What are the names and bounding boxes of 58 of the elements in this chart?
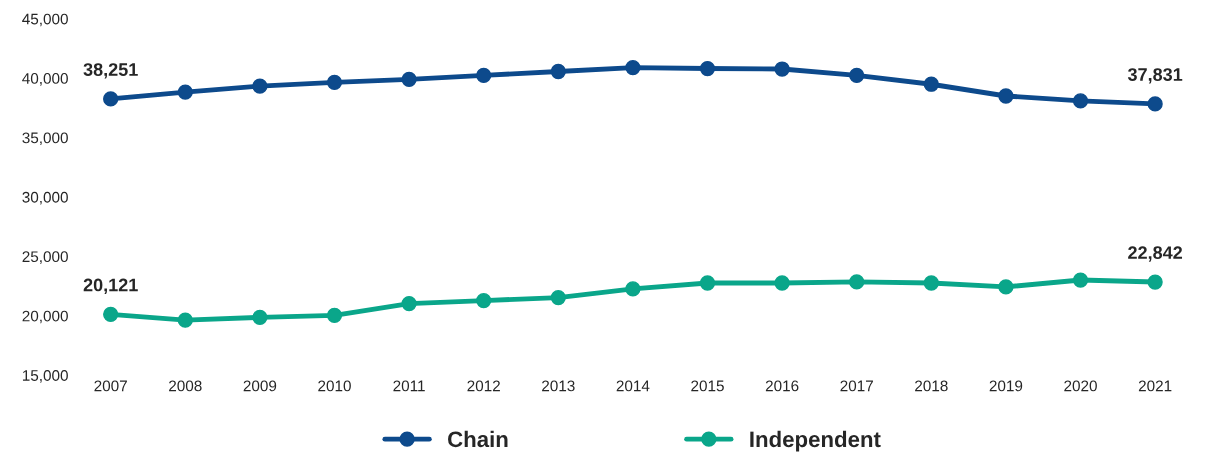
point: [550, 63, 566, 80]
data-label: 37,831: [1127, 68, 1183, 84]
point: [252, 78, 268, 94]
x-tick-label: 2012: [467, 380, 500, 392]
point: [774, 61, 790, 77]
point: [103, 91, 119, 107]
point: [252, 309, 268, 325]
y-tick-label: 25,000: [22, 251, 68, 264]
point: [476, 292, 492, 309]
point: [849, 274, 865, 290]
point: [699, 275, 716, 291]
point: [177, 84, 193, 100]
point: [326, 74, 343, 90]
point: [923, 275, 939, 291]
legend-label: Chain: [448, 430, 508, 448]
x-tick-label: 2011: [393, 380, 425, 392]
x-tick-label: 2017: [840, 380, 873, 392]
y-tick-label: 35,000: [22, 132, 68, 146]
point: [401, 295, 417, 312]
x-tick-label: 2019: [989, 380, 1023, 392]
x-tick-label: 2009: [243, 380, 277, 392]
x-tick-label: 2021: [1138, 380, 1172, 392]
y-tick-label: 40,000: [22, 73, 68, 86]
point: [550, 289, 566, 306]
y-tick-label: 15,000: [22, 370, 68, 383]
point: [476, 67, 492, 84]
x-tick-label: 2008: [169, 380, 202, 392]
data-label: 38,251: [83, 63, 138, 79]
point: [326, 307, 343, 323]
data-label: 20,121: [83, 278, 138, 294]
x-tick-label: 2015: [691, 380, 724, 392]
point: [699, 60, 716, 77]
point: [849, 67, 865, 84]
x-tick-label: 2013: [542, 380, 575, 392]
point: [625, 59, 641, 76]
point: [1072, 93, 1089, 109]
x-tick-label: 2018: [915, 380, 948, 392]
x-tick-label: 2014: [616, 380, 650, 392]
point: [625, 281, 641, 297]
point: [103, 306, 119, 322]
point: [998, 279, 1014, 295]
legend-label: Independent: [750, 430, 881, 452]
y-tick-label: 30,000: [22, 191, 68, 205]
point: [1147, 274, 1163, 290]
x-tick-label: 2010: [318, 380, 351, 392]
point: [923, 76, 939, 92]
x-tick-label: 2020: [1064, 380, 1097, 392]
point: [1072, 272, 1089, 288]
x-tick-label: 2016: [765, 380, 799, 392]
data-label: 22,842: [1128, 246, 1183, 262]
point: [998, 88, 1014, 104]
point: [774, 275, 790, 291]
point: [401, 71, 417, 87]
point: [177, 312, 193, 328]
point: [1147, 96, 1163, 112]
y-tick-label: 45,000: [22, 13, 68, 27]
x-tick-label: 2007: [94, 380, 127, 392]
y-tick-label: 20,000: [22, 310, 68, 324]
